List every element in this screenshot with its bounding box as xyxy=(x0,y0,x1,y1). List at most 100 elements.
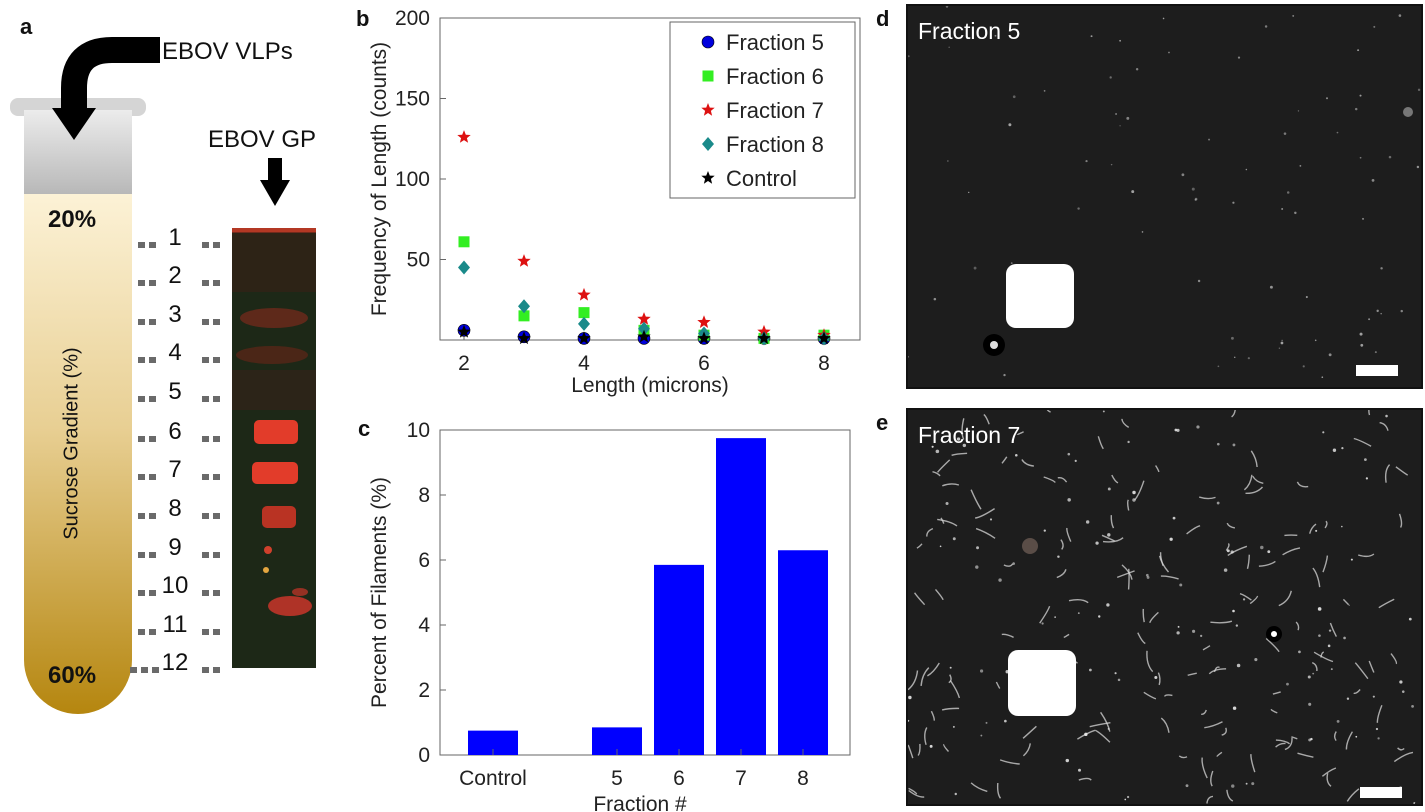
particle xyxy=(945,501,949,506)
filament xyxy=(995,681,1001,689)
particle xyxy=(1232,201,1235,204)
particle xyxy=(1232,706,1237,710)
particle xyxy=(1340,525,1343,528)
particle xyxy=(1388,155,1392,159)
particle xyxy=(908,695,912,700)
particle xyxy=(956,437,961,441)
filament xyxy=(1160,575,1179,580)
filament xyxy=(943,743,950,752)
y-tick-label: 0 xyxy=(418,744,430,767)
filament xyxy=(942,483,960,487)
data-point xyxy=(458,260,470,275)
legend-marker xyxy=(702,70,714,82)
filament xyxy=(1345,731,1354,750)
filament xyxy=(1078,777,1092,781)
bottom-percent-label: 60% xyxy=(48,662,97,689)
filament xyxy=(1022,725,1037,739)
particle xyxy=(1217,365,1220,368)
y-tick-label: 10 xyxy=(407,419,430,442)
filament xyxy=(1216,751,1223,757)
filament xyxy=(1225,543,1230,551)
particle xyxy=(979,669,984,673)
top-percent-label: 20% xyxy=(48,206,97,233)
filament xyxy=(1043,476,1056,483)
particle xyxy=(973,266,977,270)
filament xyxy=(975,527,996,539)
filament xyxy=(1321,767,1337,777)
particle xyxy=(1074,459,1077,462)
debris-core xyxy=(1271,631,1277,637)
filament xyxy=(1198,496,1216,500)
particle xyxy=(1216,442,1220,446)
data-point xyxy=(457,130,471,143)
filament xyxy=(908,789,925,798)
fraction-number: 9 xyxy=(168,534,182,561)
debris-core xyxy=(990,341,998,349)
filament xyxy=(1060,539,1064,550)
sucrose-column xyxy=(24,194,132,714)
data-point xyxy=(577,331,591,345)
fraction-number: 12 xyxy=(161,649,189,676)
particle xyxy=(947,160,949,162)
filament xyxy=(974,508,995,519)
x-tick-label: 8 xyxy=(797,767,809,790)
particle xyxy=(1230,550,1234,554)
particle xyxy=(1235,624,1238,627)
series-control xyxy=(457,324,831,345)
bar xyxy=(778,550,828,755)
data-point xyxy=(517,331,531,345)
particle xyxy=(1115,113,1118,116)
y-tick-label: 100 xyxy=(395,168,430,191)
panel-letter-b: b xyxy=(356,6,370,31)
x-axis-label: Length (microns) xyxy=(571,374,729,397)
filament xyxy=(1397,747,1405,751)
particle xyxy=(1299,164,1302,167)
filament xyxy=(927,662,940,677)
particle xyxy=(1231,784,1235,788)
filament xyxy=(1258,560,1276,567)
particle xyxy=(945,6,949,8)
micrograph-filaments xyxy=(908,410,1416,804)
filament xyxy=(1312,567,1321,588)
particle xyxy=(1327,644,1331,648)
filament xyxy=(1201,757,1208,779)
particle xyxy=(1230,336,1234,340)
particle xyxy=(952,725,955,728)
particle xyxy=(1283,132,1287,135)
particle xyxy=(1315,529,1318,532)
filament xyxy=(949,680,961,699)
y-tick-label: 4 xyxy=(418,614,430,637)
particle xyxy=(1330,668,1333,671)
particle xyxy=(1411,704,1414,708)
particle xyxy=(1375,727,1379,731)
filament xyxy=(1278,590,1292,607)
particle xyxy=(1119,39,1121,42)
particle xyxy=(1321,376,1324,379)
filament xyxy=(1003,563,1014,567)
legend: Fraction 5 Fraction 6 Fraction 7 Fraction 8… xyxy=(669,21,856,199)
particle xyxy=(1200,634,1203,638)
filament xyxy=(1066,527,1072,542)
filament xyxy=(1250,754,1256,773)
data-point xyxy=(817,331,831,345)
particle xyxy=(1132,498,1136,502)
filament xyxy=(1142,608,1145,623)
particle xyxy=(1400,309,1403,313)
filament xyxy=(1245,486,1264,495)
particle xyxy=(1355,735,1358,738)
blot-bands xyxy=(232,228,316,616)
particle xyxy=(1127,440,1130,444)
filament xyxy=(1322,555,1329,573)
filament xyxy=(961,418,965,440)
filament xyxy=(1057,476,1068,483)
fraction-number: 8 xyxy=(168,495,182,522)
particle xyxy=(931,445,934,448)
particle xyxy=(1365,477,1369,480)
particle xyxy=(1077,207,1080,210)
particle xyxy=(1185,784,1189,788)
filament xyxy=(1016,431,1024,435)
debris xyxy=(1022,538,1038,554)
particle xyxy=(1196,425,1200,429)
particle xyxy=(980,734,983,737)
scale-bar xyxy=(1356,365,1398,376)
